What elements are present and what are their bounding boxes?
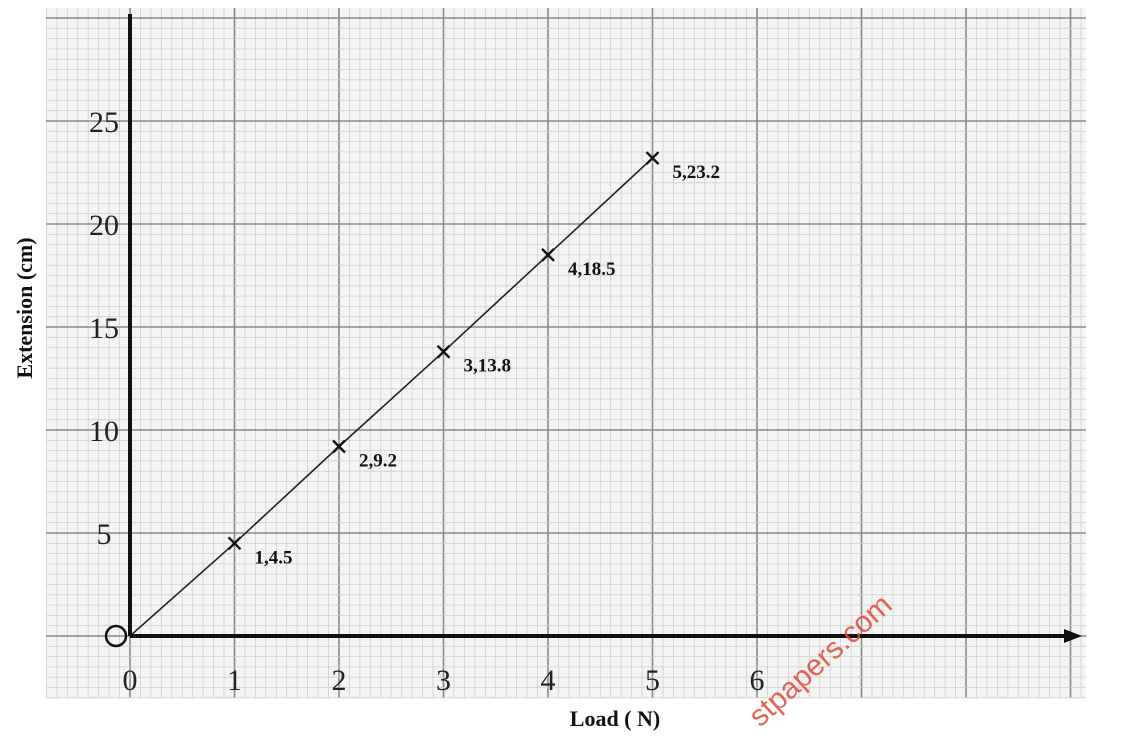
data-label: 1,4.5 — [255, 547, 293, 568]
graph-paper-grid — [46, 8, 1086, 699]
graph-paper-background — [46, 8, 1086, 698]
origin-marker — [104, 624, 128, 648]
data-point — [332, 439, 346, 454]
x-tick-label: 3 — [436, 664, 451, 697]
series-line — [129, 157, 654, 637]
data-point — [227, 536, 242, 551]
axes — [104, 14, 1082, 648]
data-point-cross — [227, 536, 242, 551]
x-tick-label: 0 — [123, 664, 138, 697]
data-point-cross — [541, 248, 555, 262]
data-point-cross — [332, 439, 346, 454]
x-axis-title: Load ( N) — [570, 706, 660, 731]
data-label: 4,18.5 — [568, 259, 616, 280]
y-tick-label: 20 — [89, 209, 119, 242]
x-tick-label: 6 — [750, 664, 765, 697]
x-tick-label: 1 — [227, 664, 242, 697]
data-point-cross — [645, 151, 660, 165]
data-point — [541, 248, 555, 262]
tick-labels: 0 1 2 3 4 5 6 5 10 15 20 25 — [89, 106, 765, 697]
data-label: 2,9.2 — [359, 450, 397, 471]
data-point — [645, 151, 660, 165]
y-tick-label: 25 — [89, 106, 119, 139]
y-axis-title: Extension (cm) — [12, 237, 37, 378]
data-series: 1,4.5 2,9.2 3,13.8 4,18.5 5,23.2 — [129, 151, 721, 637]
x-axis-arrowhead — [1064, 629, 1082, 643]
data-point-cross — [436, 344, 451, 359]
x-tick-label: 2 — [332, 664, 347, 697]
y-tick-label: 15 — [89, 312, 119, 345]
y-tick-label: 5 — [97, 518, 112, 551]
x-tick-label: 4 — [541, 664, 556, 697]
data-label: 3,13.8 — [464, 356, 512, 377]
y-tick-label: 10 — [89, 415, 119, 448]
data-label: 5,23.2 — [673, 162, 721, 183]
data-point — [436, 344, 451, 359]
x-tick-label: 5 — [645, 664, 660, 697]
